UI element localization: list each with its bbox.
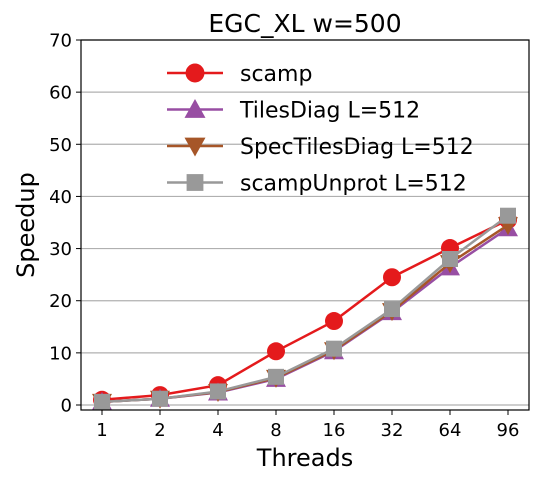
plot-frame [80,39,530,411]
axis-ticks: 0 10 20 30 40 50 60 70 1 2 4 8 16 32 64 96 [49,31,519,442]
y-tick-label-60: 60 [49,83,72,104]
x-axis-title: Threads [256,444,353,472]
data-point-3-4 [210,383,226,400]
y-tick-label-20: 20 [49,291,72,312]
x-tick-label-64: 64 [439,420,462,441]
series-lines [92,207,518,412]
x-tick-label-1: 1 [96,420,107,441]
x-tick-label-32: 32 [381,420,404,441]
x-tick-label-96: 96 [497,420,520,441]
data-point-3-96 [500,207,516,224]
legend: scamp TilesDiag L=512 SpecTilesDiag L=512 s… [167,62,474,197]
chart-title: EGC_XL w=500 [208,9,401,38]
legend-marker-0 [185,63,205,83]
y-tick-label-30: 30 [49,239,72,260]
data-point-3-1 [94,393,110,410]
x-tick-label-4: 4 [212,420,223,441]
x-tick-label-16: 16 [323,420,346,441]
series-line-0 [101,218,509,402]
legend-marker-3 [186,174,204,191]
legend-label-3: scampUnprot L=512 [240,172,467,197]
y-tick-label-40: 40 [49,187,72,208]
data-point-3-32 [384,301,400,318]
legend-marker-1 [184,99,206,118]
series-line-3 [101,214,509,404]
y-tick-label-10: 10 [49,343,72,364]
legend-label-1: TilesDiag L=512 [239,99,420,124]
y-tick-label-0: 0 [61,396,72,417]
x-tick-label-2: 2 [154,420,165,441]
y-tick-label-50: 50 [49,135,72,156]
legend-label-2: SpecTilesDiag L=512 [240,135,474,160]
legend-marker-2 [184,137,206,157]
data-point-3-64 [442,251,458,267]
data-point-3-8 [268,368,284,385]
series-3 [94,207,516,410]
data-point-3-16 [326,340,342,357]
data-point-0-32 [383,268,401,287]
data-point-0-16 [325,312,343,331]
grid-lines [81,39,529,406]
y-axis-title: Speedup [12,172,40,278]
x-tick-label-8: 8 [270,420,281,441]
data-point-0-8 [267,342,285,361]
legend-label-0: scamp [240,62,312,87]
y-tick-label-70: 70 [49,31,72,52]
series-0 [93,210,517,409]
data-point-3-2 [152,390,168,407]
